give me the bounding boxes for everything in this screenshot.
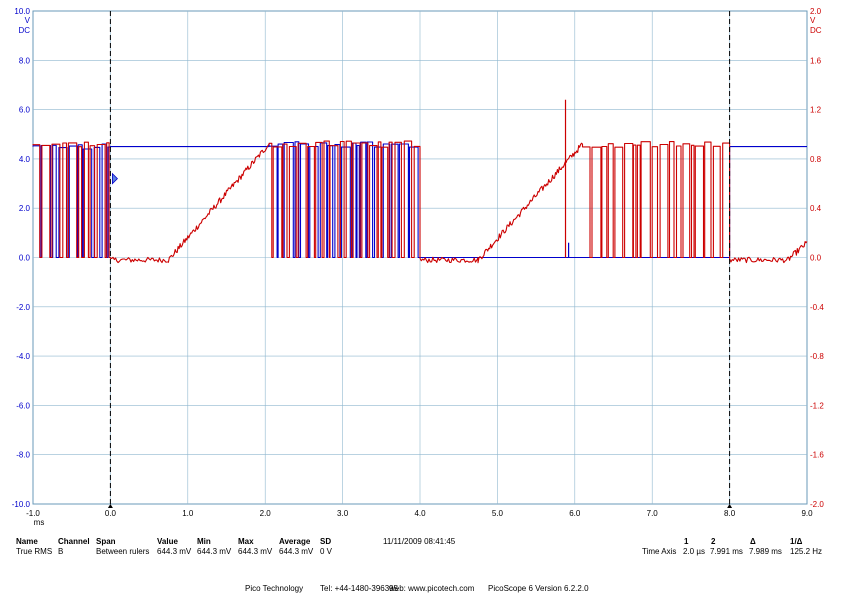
x-tick-label: 1.0 (182, 509, 194, 518)
right-axis-coupling: DC (810, 26, 822, 35)
x-tick-label: 3.0 (337, 509, 349, 518)
meas-channel: B (58, 547, 64, 556)
left-tick-label: 10.0 (14, 7, 30, 16)
meas-min: 644.3 mV (197, 547, 232, 556)
x-tick-label: 6.0 (569, 509, 581, 518)
x-tick-label: 2.0 (260, 509, 272, 518)
right-tick-label: 0.8 (810, 155, 822, 164)
right-tick-label: 1.2 (810, 106, 822, 115)
ruler-1-header: 1 (684, 537, 689, 546)
scope-chart: 10.0 8.0 6.0 4.0 2.0 0.0 -2.0 -4.0 -6.0 -8.0 -10.0… (12, 7, 825, 527)
meas-sd: 0 V (320, 547, 333, 556)
ruler-delta-value: 7.989 ms (749, 547, 782, 556)
trace-1 (32, 140, 808, 264)
right-tick-label: -2.0 (810, 500, 824, 509)
left-tick-label: 8.0 (19, 56, 31, 65)
meas-span: Between rulers (96, 547, 150, 556)
left-tick-label: -8.0 (16, 451, 30, 460)
left-tick-label: -2.0 (16, 303, 30, 312)
x-axis-unit: ms (34, 518, 45, 527)
meas-average: 644.3 mV (279, 547, 314, 556)
x-tick-label: 8.0 (724, 509, 736, 518)
left-axis-coupling: DC (18, 26, 30, 35)
left-tick-label: 4.0 (19, 155, 31, 164)
ruler-2-handle (727, 504, 733, 508)
meas-header-name: Name (16, 537, 38, 546)
ruler-inv-delta-value: 125.2 Hz (790, 547, 823, 556)
ruler-2-value: 7.991 ms (710, 547, 743, 556)
left-tick-label: 6.0 (19, 106, 31, 115)
right-tick-label: 0.0 (810, 254, 822, 263)
meas-max: 644.3 mV (238, 547, 273, 556)
timestamp: 11/11/2009 08:41:45 (383, 537, 456, 546)
traces (32, 99, 808, 264)
right-tick-label: -1.2 (810, 401, 824, 410)
meas-header-channel: Channel (58, 537, 90, 546)
x-tick-label: 0.0 (105, 509, 117, 518)
x-tick-label: 4.0 (414, 509, 426, 518)
x-tick-label: -1.0 (26, 509, 40, 518)
meas-header-max: Max (238, 537, 254, 546)
left-tick-label: -10.0 (12, 500, 31, 509)
x-tick-label: 9.0 (801, 509, 813, 518)
meas-header-sd: SD (320, 537, 332, 546)
ruler-axis-label: Time Axis (642, 547, 677, 556)
right-tick-label: -1.6 (810, 451, 824, 460)
meas-header-value: Value (157, 537, 178, 546)
left-tick-label: 2.0 (19, 204, 31, 213)
footer-web: web: www.picotech.com (389, 584, 475, 593)
right-axis: 2.0 1.6 1.2 0.8 0.4 0.0 -0.4 -0.8 -1.2 -1.6 -2.0 VD… (810, 7, 824, 509)
trigger-marker (112, 172, 118, 185)
footer-tel: Tel: +44-1480-396395 (320, 584, 399, 593)
right-tick-label: 1.6 (810, 56, 822, 65)
ruler-2-header: 2 (711, 537, 716, 546)
right-axis-unit: V (810, 16, 816, 25)
ruler-inv-delta-header: 1/Δ (790, 537, 803, 546)
ruler-1-value: 2.0 µs (683, 547, 705, 556)
ruler-1-handle (107, 504, 113, 508)
left-tick-label: 0.0 (19, 254, 31, 263)
x-tick-label: 7.0 (647, 509, 659, 518)
rulers (107, 11, 733, 508)
x-tick-label: 5.0 (492, 509, 504, 518)
meas-value: 644.3 mV (157, 547, 192, 556)
meas-header-average: Average (279, 537, 311, 546)
left-axis: 10.0 8.0 6.0 4.0 2.0 0.0 -2.0 -4.0 -6.0 -8.0 -10.0… (12, 7, 31, 509)
left-tick-label: -6.0 (16, 401, 30, 410)
right-tick-label: -0.8 (810, 352, 824, 361)
right-tick-label: -0.4 (810, 303, 824, 312)
right-tick-label: 2.0 (810, 7, 822, 16)
meas-header-min: Min (197, 537, 211, 546)
ruler-delta-header: Δ (750, 537, 756, 546)
left-axis-unit: V (25, 16, 31, 25)
footer-company: Pico Technology (245, 584, 304, 593)
left-tick-label: -4.0 (16, 352, 30, 361)
time-axis: -1.0 0.0 1.0 2.0 3.0 4.0 5.0 6.0 7.0 8.0 9.0 ms (26, 509, 813, 527)
footer-version: PicoScope 6 Version 6.2.2.0 (488, 584, 589, 593)
right-tick-label: 0.4 (810, 204, 822, 213)
meas-header-span: Span (96, 537, 116, 546)
meas-name: True RMS (16, 547, 53, 556)
